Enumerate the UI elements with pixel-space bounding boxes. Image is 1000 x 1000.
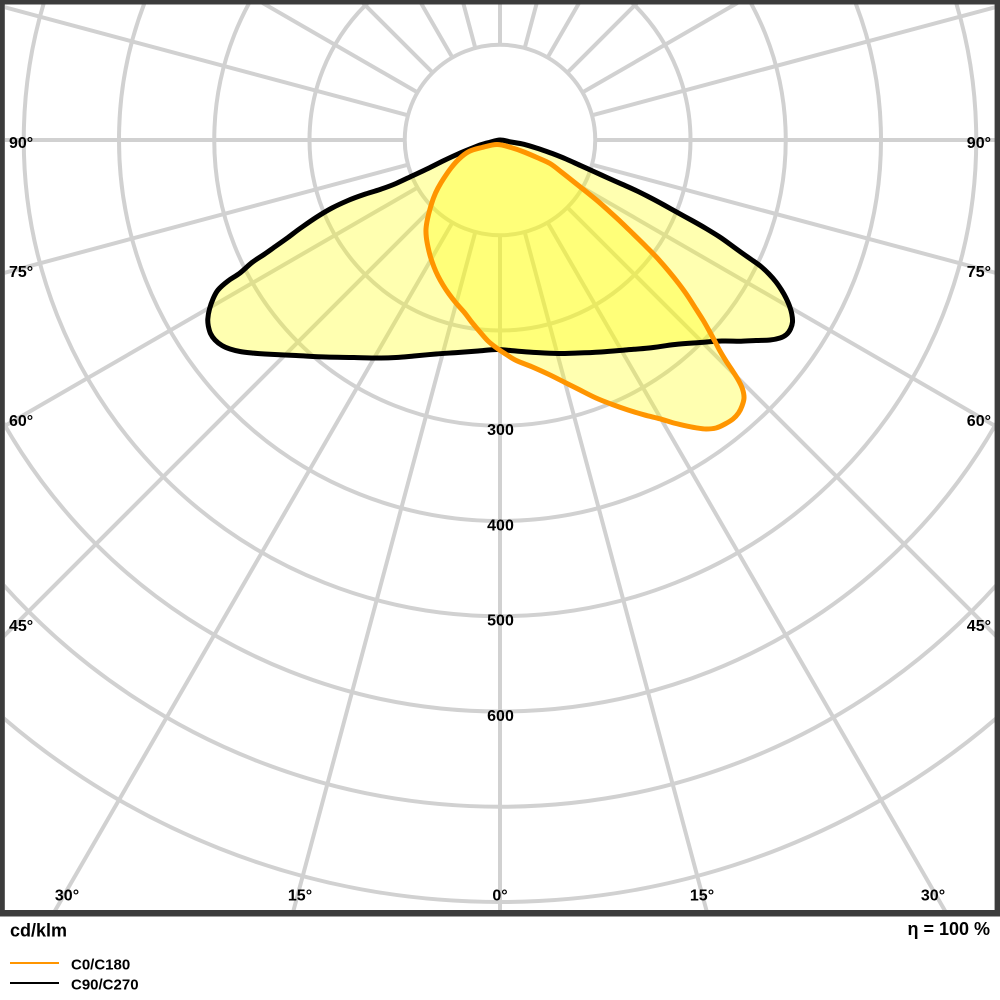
svg-text:60°: 60° <box>967 413 991 430</box>
svg-text:15°: 15° <box>690 888 714 905</box>
svg-text:15°: 15° <box>288 888 312 905</box>
svg-text:90°: 90° <box>967 135 991 152</box>
svg-text:C0/C180: C0/C180 <box>71 957 130 974</box>
svg-text:600: 600 <box>487 708 514 725</box>
svg-text:75°: 75° <box>9 264 33 281</box>
svg-text:30°: 30° <box>921 888 945 905</box>
svg-text:400: 400 <box>487 517 514 534</box>
svg-text:75°: 75° <box>967 264 991 281</box>
svg-text:cd/klm: cd/klm <box>10 921 67 941</box>
svg-text:45°: 45° <box>9 618 33 635</box>
svg-text:500: 500 <box>487 613 514 630</box>
svg-text:0°: 0° <box>492 888 507 905</box>
svg-text:30°: 30° <box>55 888 79 905</box>
svg-text:90°: 90° <box>9 135 33 152</box>
svg-text:C90/C270: C90/C270 <box>71 977 139 994</box>
svg-text:η = 100 %: η = 100 % <box>907 919 990 939</box>
svg-text:60°: 60° <box>9 413 33 430</box>
svg-text:300: 300 <box>487 422 514 439</box>
svg-text:45°: 45° <box>967 618 991 635</box>
